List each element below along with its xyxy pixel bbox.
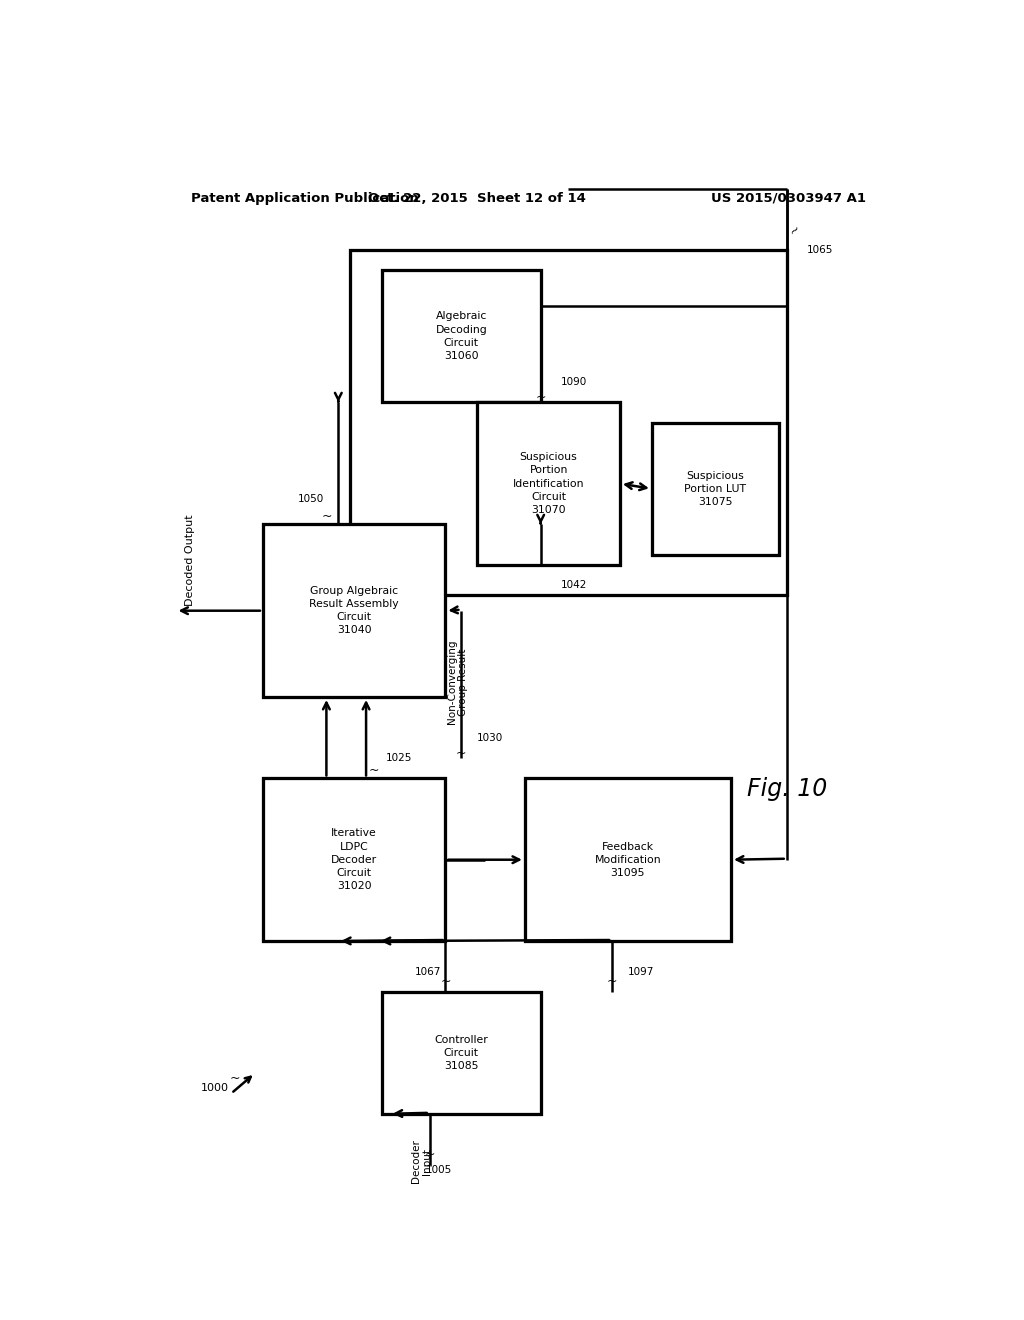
Text: ~: ~ [440, 975, 451, 989]
Text: 1090: 1090 [560, 378, 587, 387]
Text: ~: ~ [786, 222, 803, 238]
Text: ~: ~ [369, 764, 379, 776]
Text: Feedback
Modification
31095: Feedback Modification 31095 [595, 842, 662, 878]
Text: Suspicious
Portion
Identification
Circuit
31070: Suspicious Portion Identification Circui… [513, 453, 585, 515]
Text: ~: ~ [536, 391, 546, 404]
Text: Fig. 10: Fig. 10 [746, 776, 826, 800]
Text: Controller
Circuit
31085: Controller Circuit 31085 [434, 1035, 488, 1071]
Text: Decoded Output: Decoded Output [185, 513, 196, 606]
Text: ~: ~ [322, 510, 332, 523]
Bar [263, 524, 445, 697]
Text: Patent Application Publication: Patent Application Publication [191, 191, 419, 205]
Text: ~: ~ [229, 1072, 241, 1085]
Text: ~: ~ [607, 975, 617, 989]
Bar [477, 403, 621, 565]
Text: 1067: 1067 [415, 966, 441, 977]
Text: 1042: 1042 [560, 581, 587, 590]
Text: Iterative
LDPC
Decoder
Circuit
31020: Iterative LDPC Decoder Circuit 31020 [331, 829, 377, 891]
Bar [382, 271, 541, 403]
Text: 1030: 1030 [477, 733, 504, 743]
Text: US 2015/0303947 A1: US 2015/0303947 A1 [711, 191, 866, 205]
Text: ~: ~ [456, 747, 467, 759]
Bar [263, 779, 445, 941]
Text: Group Algebraic
Result Assembly
Circuit
31040: Group Algebraic Result Assembly Circuit … [309, 586, 399, 635]
Text: Non-Converging
Group Result: Non-Converging Group Result [446, 640, 468, 725]
Bar [652, 422, 779, 554]
Bar [524, 779, 731, 941]
Text: Algebraic
Decoding
Circuit
31060: Algebraic Decoding Circuit 31060 [435, 312, 487, 362]
Text: Oct. 22, 2015  Sheet 12 of 14: Oct. 22, 2015 Sheet 12 of 14 [369, 191, 586, 205]
Text: 1097: 1097 [628, 966, 654, 977]
Text: ~: ~ [424, 1148, 435, 1162]
Text: Suspicious
Portion LUT
31075: Suspicious Portion LUT 31075 [684, 470, 746, 507]
Bar [350, 249, 786, 595]
Text: 1005: 1005 [426, 1164, 452, 1175]
Text: Decoder
Input: Decoder Input [411, 1139, 432, 1183]
Text: 1000: 1000 [202, 1084, 229, 1093]
Text: 1025: 1025 [386, 754, 413, 763]
Text: 1065: 1065 [807, 246, 833, 255]
Text: 1050: 1050 [297, 494, 324, 504]
Bar [382, 991, 541, 1114]
